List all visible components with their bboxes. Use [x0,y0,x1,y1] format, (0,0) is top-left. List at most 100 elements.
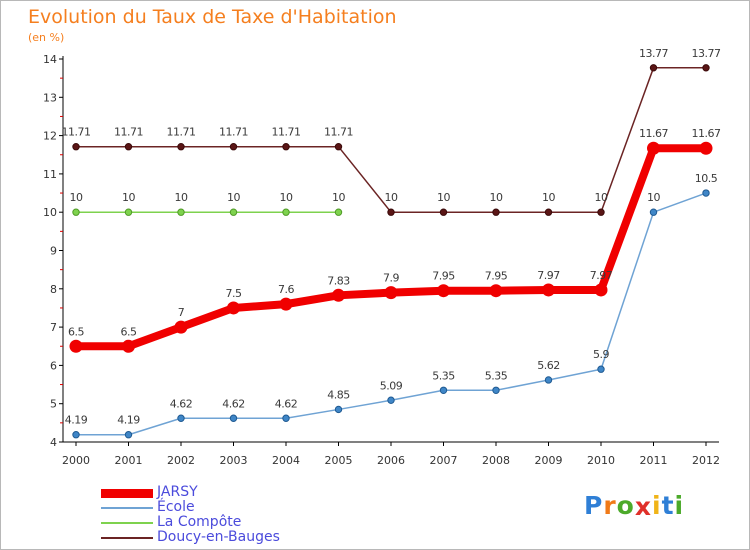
y-tick-label: 9 [50,245,57,258]
data-label: 7.97 [537,269,560,282]
logo-letter: o [616,491,635,520]
y-tick-label: 13 [43,91,57,104]
data-point [702,189,710,197]
data-label: 4.19 [65,414,88,427]
data-point [72,143,80,151]
x-tick-label: 2008 [482,454,510,467]
data-label: 7.6 [278,283,294,296]
data-label: 10 [542,191,555,204]
data-label: 10 [280,191,293,204]
data-label: 7.83 [327,274,350,287]
data-label: 11.71 [62,126,91,139]
data-label: 7.95 [485,270,508,283]
legend-swatch [101,537,153,539]
legend-swatch [101,488,153,498]
data-point [69,339,83,353]
x-tick-label: 2000 [62,454,90,467]
data-point [334,208,343,216]
data-label: 10 [595,191,608,204]
data-point [649,208,658,216]
x-tick-label: 2003 [220,454,248,467]
data-label: 4.19 [117,414,140,427]
data-point [124,431,133,439]
data-label: 13.77 [639,47,668,60]
legend-label: Doucy-en-Bauges [157,529,280,545]
data-label: 11.67 [692,127,721,140]
data-point [282,143,290,151]
data-point [229,143,238,151]
data-point [332,288,345,302]
y-tick-label: 8 [50,283,57,296]
x-tick-label: 2010 [587,454,615,467]
data-label: 4.62 [222,397,245,410]
series-line [72,144,710,351]
data-point [439,208,448,216]
data-point [174,320,188,334]
data-point [384,286,398,300]
data-point [594,283,608,297]
data-label: 7 [178,306,185,319]
data-label: 11.71 [324,126,353,139]
data-point [124,143,133,151]
x-tick-label: 2011 [640,454,668,467]
y-tick-label: 11 [43,168,57,181]
data-point [439,386,448,394]
data-point [122,339,135,353]
data-label: 13.77 [692,47,721,60]
x-tick-label: 2009 [535,454,563,467]
data-label: 11.71 [114,126,143,139]
data-label: 5.35 [485,369,508,382]
data-label: 7.5 [226,287,242,300]
data-point [72,208,80,216]
data-label: 10 [122,191,135,204]
data-label: 10 [385,191,398,204]
data-point [229,414,238,422]
data-point [647,141,660,155]
logo-letter: i [674,491,685,520]
legend-label: École [157,499,195,515]
data-label: 10.5 [695,172,718,185]
logo-letter: x [634,492,652,521]
data-point [229,208,238,216]
data-point [72,431,80,439]
data-label: 10 [175,191,188,204]
data-label: 7.97 [590,269,613,282]
data-label: 6.5 [121,325,137,338]
data-label: 5.9 [593,348,609,361]
proxiti-logo: Proxiti [584,491,685,521]
data-label: 4.85 [327,388,350,401]
x-tick-label: 2004 [272,454,300,467]
data-point [544,208,553,216]
data-label: 7.9 [383,272,399,285]
data-point [124,208,133,216]
series-ecole: 4.19 4.19 4.62 4.62 4.62 4.85 5.09 5.35 5.35 5.62… [65,172,718,439]
y-tick-label: 14 [43,53,57,66]
data-point [492,208,500,216]
data-point [597,365,605,373]
data-label: 5.35 [432,369,455,382]
chart-subtitle: (en %) [28,31,65,44]
x-tick-label: 2005 [325,454,353,467]
data-label: 11.71 [272,126,301,139]
logo-letter: P [584,491,604,520]
data-point [702,64,710,72]
data-point [489,284,503,298]
legend-item: JARSY [101,484,361,501]
y-tick-label: 5 [50,398,57,411]
data-label: 10 [437,191,450,204]
legend-swatch [101,507,153,509]
data-label: 11.67 [639,127,668,140]
data-point [282,414,290,422]
data-label: 10 [647,191,660,204]
data-point [227,301,240,315]
data-label: 4.62 [275,397,298,410]
legend-item: La Compôte [101,514,361,531]
y-tick-label: 12 [43,130,57,143]
y-tick-label: 10 [43,206,57,219]
series-la-compote: 10 10 10 10 10 10 [70,191,346,216]
data-label: 10 [490,191,503,204]
legend-swatch [101,522,153,524]
data-point [279,297,293,311]
data-point [334,143,343,151]
